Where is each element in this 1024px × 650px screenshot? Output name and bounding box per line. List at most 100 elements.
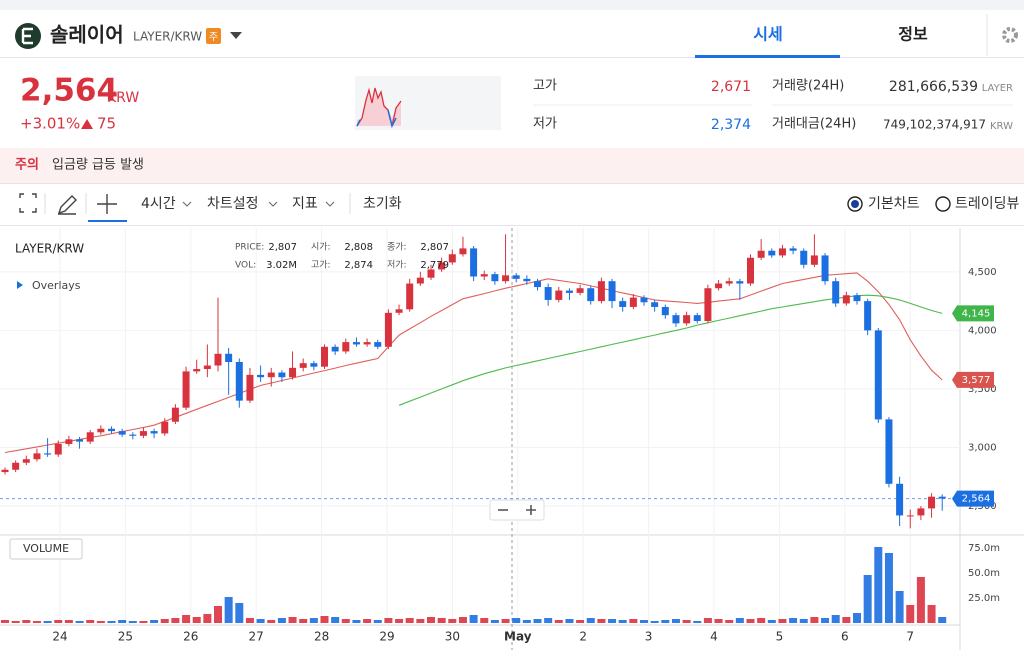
volume-bar (43, 621, 52, 623)
candle-body (161, 421, 169, 434)
change-rate: +3.01% (20, 115, 80, 133)
volume-bar (480, 618, 489, 623)
x-tick-label: 3 (645, 630, 653, 644)
tab-active[interactable]: 시세 (753, 25, 782, 44)
candle-body (438, 262, 446, 270)
volume-bar (810, 617, 819, 623)
price-label: 4,145 (962, 308, 991, 319)
candle-body (480, 274, 488, 277)
overlays: Overlays (32, 279, 81, 292)
y-tick-label: 4,000 (968, 325, 997, 336)
info-label: 저가: (387, 260, 407, 271)
candle-body (310, 363, 318, 367)
zoom-in[interactable] (526, 505, 536, 515)
candle-body (810, 255, 818, 265)
chart-settings[interactable]: 차트설정 (207, 196, 259, 212)
candle-body (225, 353, 233, 363)
reset[interactable]: 초기화 (363, 196, 402, 212)
mode[interactable]: 기본차트 (868, 196, 920, 212)
candle-body (693, 315, 701, 322)
candle-body (661, 306, 669, 316)
volume-bar (341, 619, 350, 623)
info-value: 2,874 (344, 260, 373, 271)
settings-icon[interactable] (1002, 27, 1018, 43)
info-label: VOL: (235, 261, 256, 271)
draw-icon[interactable] (57, 195, 77, 215)
volume-bar (629, 619, 638, 623)
candle-body (214, 353, 222, 366)
volume-bar (192, 617, 201, 623)
x-tick-label: 25 (118, 630, 133, 644)
mode[interactable]: 트레이딩뷰 (955, 196, 1020, 212)
candle-body (651, 302, 659, 307)
crosshair-icon[interactable] (97, 194, 117, 214)
volume-bar (821, 618, 830, 623)
x-tick-label: 30 (445, 630, 460, 644)
indicators[interactable]: 지표 (292, 196, 318, 212)
caret (325, 201, 335, 207)
info-value: 2,807 (420, 242, 449, 253)
candle-body (108, 428, 115, 432)
candle-body (352, 342, 360, 345)
candle-body (33, 453, 41, 460)
price-label: 2,564 (962, 494, 991, 505)
candle-body (257, 374, 265, 378)
candle-body (608, 281, 616, 302)
coin-name: 솔레이어 (50, 23, 124, 47)
candle-body (182, 371, 190, 408)
candle-body (416, 277, 424, 284)
candle-body (544, 287, 552, 300)
x-tick-label: 24 (52, 630, 67, 644)
tab[interactable]: 정보 (898, 25, 928, 44)
interval[interactable]: 4시간 (141, 196, 176, 212)
x-tick-label: 6 (841, 630, 849, 644)
volume-bar (608, 619, 617, 623)
x-tick-label: 7 (906, 630, 914, 644)
tool-underline (88, 220, 127, 222)
info-label: PRICE: (235, 243, 264, 253)
volume-bar (107, 621, 116, 623)
price-label-box (952, 490, 994, 507)
candle-body (235, 362, 243, 401)
volume-bar (682, 620, 691, 623)
candle-body (427, 269, 435, 278)
info-value: 2,779 (420, 260, 449, 271)
candle-body (832, 281, 840, 304)
volume-bar (363, 619, 372, 623)
info-label: 종가: (387, 242, 407, 253)
volume-bar (938, 617, 947, 623)
header-line (0, 57, 1024, 58)
candle-body (906, 515, 914, 517)
fullscreen-icon[interactable] (19, 193, 37, 213)
stat-label: 저가 (533, 117, 557, 132)
candle-body (555, 290, 563, 300)
candle-body (118, 431, 126, 435)
volume-bar (863, 575, 872, 623)
badge-bg (206, 28, 221, 44)
candle-body (576, 288, 584, 293)
volume-bar (469, 615, 478, 623)
dropdown-caret[interactable] (230, 32, 242, 39)
volume-bar (640, 620, 648, 623)
caret (268, 201, 278, 207)
candle-body (928, 496, 936, 509)
info-value: 2,808 (344, 242, 373, 253)
radio-on[interactable] (847, 196, 863, 212)
candle-body (331, 346, 339, 352)
candle-body (672, 315, 680, 324)
candle-body (193, 369, 201, 372)
radio-off[interactable] (935, 196, 951, 212)
candle-body (800, 250, 808, 265)
stat-value: 749,102,374,917 (883, 118, 986, 132)
candle-body (821, 255, 829, 282)
moving-average (4, 272, 943, 454)
candle-body (299, 363, 307, 368)
volume-bar (533, 619, 542, 623)
volume-bar (725, 620, 734, 623)
volume-bar (512, 618, 521, 623)
chart: 24252627282930May2345672,5003,0003,5004,… (0, 228, 1024, 650)
candle-body (321, 346, 328, 367)
volume-bar (309, 618, 318, 623)
volume-bar (384, 618, 393, 623)
candle-body (448, 254, 456, 263)
